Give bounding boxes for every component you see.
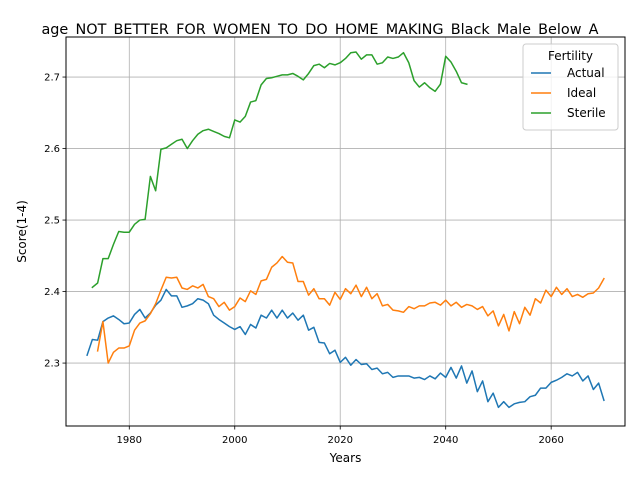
y-tick-label: 2.7	[44, 73, 60, 84]
y-tick-label: 2.3	[44, 359, 60, 370]
y-axis-label: Score(1-4)	[15, 200, 29, 263]
legend-label-ideal: Ideal	[567, 86, 596, 100]
x-tick-label: 2000	[222, 435, 247, 446]
series-lines	[86, 51, 605, 409]
legend-label-actual: Actual	[567, 66, 605, 80]
x-tick-label: 1980	[117, 435, 142, 446]
x-tick-label: 2040	[433, 435, 458, 446]
series-line-actual	[86, 288, 605, 409]
axis-ticks: 1980 2000 2020 2040 2060 2.3 2.4 2.5 2.6 2.7	[44, 73, 564, 446]
x-tick-label: 2020	[327, 435, 352, 446]
legend-title: Fertility	[548, 49, 593, 63]
y-tick-label: 2.5	[44, 216, 60, 227]
x-tick-label: 2060	[538, 435, 563, 446]
legend-items: Actual Ideal Sterile	[531, 66, 606, 120]
legend-box	[522, 43, 619, 131]
chart-title: age_NOT_BETTER_FOR_WOMEN_TO_DO_HOME_MAKI…	[41, 22, 598, 38]
series-line-ideal	[96, 255, 605, 364]
x-axis-label: Years	[329, 451, 362, 465]
y-tick-label: 2.4	[44, 287, 60, 298]
plot-area-frame	[65, 36, 626, 427]
legend: Fertility Actual Ideal Sterile	[522, 43, 619, 131]
legend-label-sterile: Sterile	[567, 106, 606, 120]
series-line-sterile	[91, 51, 468, 289]
y-tick-label: 2.6	[44, 144, 60, 155]
